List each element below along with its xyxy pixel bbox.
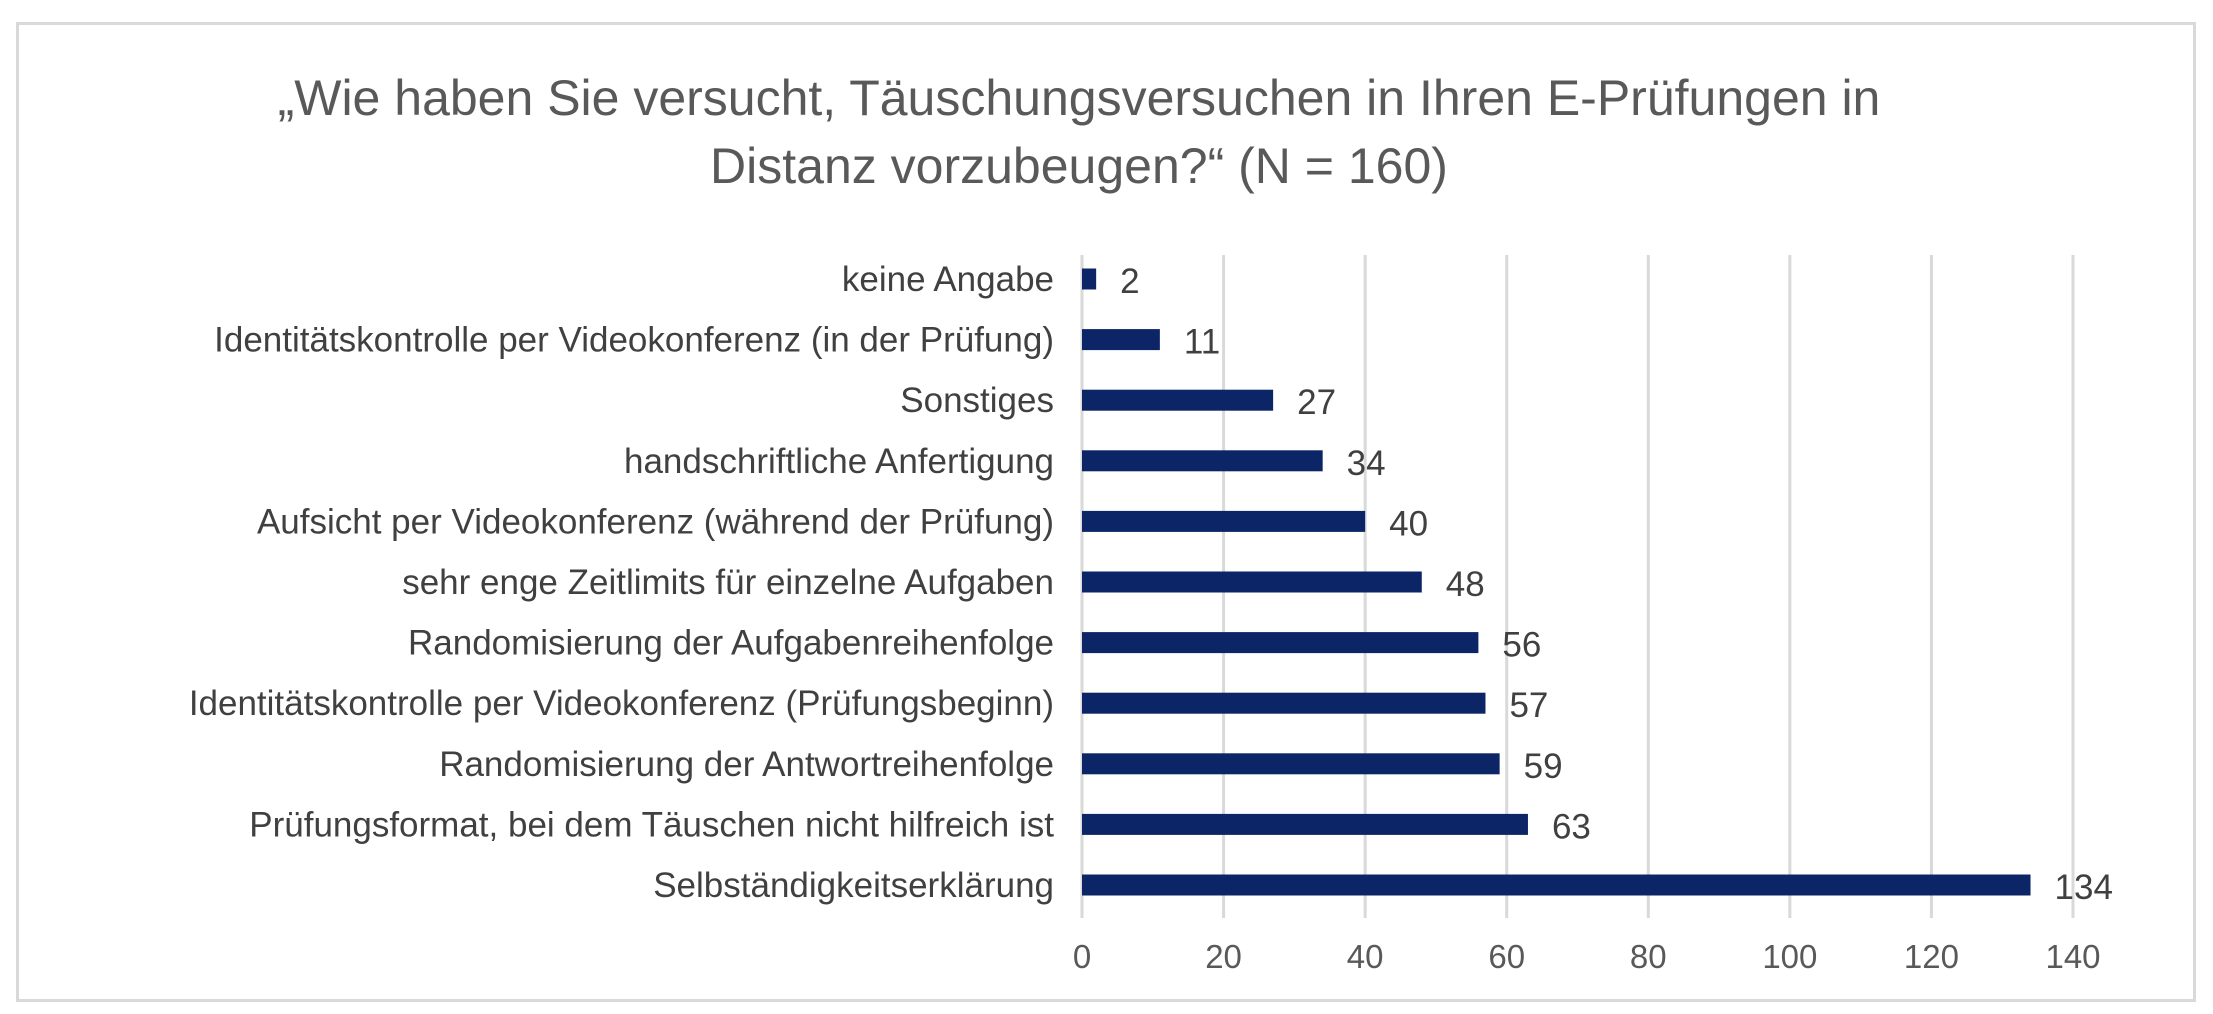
category-label-7: Randomisierung der Aufgabenreihenfolge: [408, 624, 1054, 663]
category-label-8: Identitätskontrolle per Videokonferenz (…: [189, 684, 1054, 723]
chart-frame: „Wie haben Sie versucht, Täuschungsversu…: [16, 22, 2196, 1002]
category-labels: keine Angabe Identitätskontrolle per Vide…: [189, 260, 1054, 905]
bar-5: [1082, 510, 1366, 532]
category-label-11: Selbständigkeitserklärung: [653, 866, 1054, 905]
chart-title-line-2: Distanz vorzubeugen?“ (N = 160): [710, 138, 1448, 194]
x-tick-label-120: 120: [1904, 938, 1959, 975]
category-label-5: Aufsicht per Videokonferenz (während der…: [257, 502, 1054, 541]
x-axis: 0 20 40 60 80 100 120 140: [1073, 938, 2101, 975]
data-label-6: 48: [1446, 565, 1485, 604]
category-label-4: handschriftliche Anfertigung: [624, 442, 1054, 481]
bar-1: [1082, 268, 1097, 290]
category-label-9: Randomisierung der Antwortreihenfolge: [439, 745, 1054, 784]
bar-3: [1082, 389, 1274, 411]
x-tick-label-0: 0: [1073, 938, 1091, 975]
category-label-1: keine Angabe: [842, 260, 1054, 299]
data-label-2: 11: [1184, 323, 1220, 362]
bar-6: [1082, 571, 1422, 593]
data-label-11: 134: [2055, 868, 2113, 907]
x-tick-label-80: 80: [1630, 938, 1667, 975]
x-tick-label-100: 100: [1762, 938, 1817, 975]
x-tick-label-20: 20: [1205, 938, 1242, 975]
x-tick-label-140: 140: [2045, 938, 2100, 975]
bar-9: [1082, 753, 1500, 775]
data-label-8: 57: [1509, 686, 1548, 725]
data-label-4: 34: [1347, 444, 1386, 483]
data-label-7: 56: [1502, 626, 1541, 665]
category-label-2: Identitätskontrolle per Videokonferenz (…: [214, 321, 1054, 360]
data-label-5: 40: [1389, 504, 1428, 543]
x-tick-label-60: 60: [1488, 938, 1525, 975]
chart-title: „Wie haben Sie versucht, Täuschungsversu…: [278, 70, 1881, 194]
data-label-10: 63: [1552, 807, 1591, 846]
bar-4: [1082, 450, 1323, 472]
x-tick-label-40: 40: [1347, 938, 1384, 975]
category-label-3: Sonstiges: [900, 381, 1054, 420]
chart-title-line-1: „Wie haben Sie versucht, Täuschungsversu…: [278, 70, 1881, 126]
bar-8: [1082, 692, 1486, 714]
bar-chart: „Wie haben Sie versucht, Täuschungsversu…: [189, 70, 2113, 975]
bars: [1082, 268, 2031, 896]
data-label-3: 27: [1297, 383, 1336, 422]
bar-11: [1082, 874, 2031, 896]
data-label-1: 2: [1120, 262, 1139, 301]
data-label-9: 59: [1524, 747, 1563, 786]
bar-10: [1082, 813, 1528, 835]
bar-7: [1082, 632, 1479, 654]
category-label-10: Prüfungsformat, bei dem Täuschen nicht h…: [249, 805, 1054, 844]
bar-2: [1082, 329, 1160, 351]
category-label-6: sehr enge Zeitlimits für einzelne Aufgab…: [402, 563, 1054, 602]
